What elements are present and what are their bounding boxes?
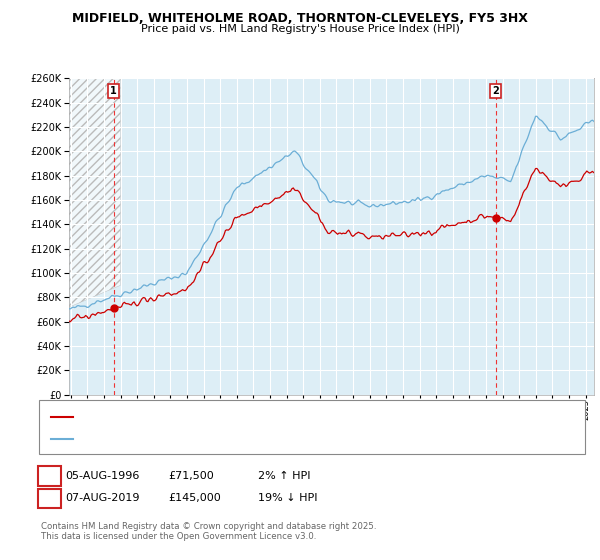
Text: MIDFIELD, WHITEHOLME ROAD, THORNTON-CLEVELEYS, FY5 3HX: MIDFIELD, WHITEHOLME ROAD, THORNTON-CLEV… (72, 12, 528, 25)
Text: £145,000: £145,000 (168, 493, 221, 503)
Text: 1: 1 (46, 471, 53, 481)
Text: HPI: Average price, detached house, Blackpool: HPI: Average price, detached house, Blac… (78, 435, 300, 444)
Text: Price paid vs. HM Land Registry's House Price Index (HPI): Price paid vs. HM Land Registry's House … (140, 24, 460, 34)
Text: 1: 1 (110, 86, 117, 96)
Text: £71,500: £71,500 (168, 471, 214, 481)
Text: Contains HM Land Registry data © Crown copyright and database right 2025.
This d: Contains HM Land Registry data © Crown c… (41, 522, 376, 542)
Text: MIDFIELD, WHITEHOLME ROAD, THORNTON-CLEVELEYS, FY5 3HX (detached house): MIDFIELD, WHITEHOLME ROAD, THORNTON-CLEV… (78, 413, 472, 422)
Text: 19% ↓ HPI: 19% ↓ HPI (258, 493, 317, 503)
Text: 05-AUG-1996: 05-AUG-1996 (65, 471, 139, 481)
Polygon shape (69, 78, 121, 307)
Text: 2: 2 (492, 86, 499, 96)
Text: 2: 2 (46, 493, 53, 503)
Text: 2% ↑ HPI: 2% ↑ HPI (258, 471, 311, 481)
Text: 07-AUG-2019: 07-AUG-2019 (65, 493, 139, 503)
